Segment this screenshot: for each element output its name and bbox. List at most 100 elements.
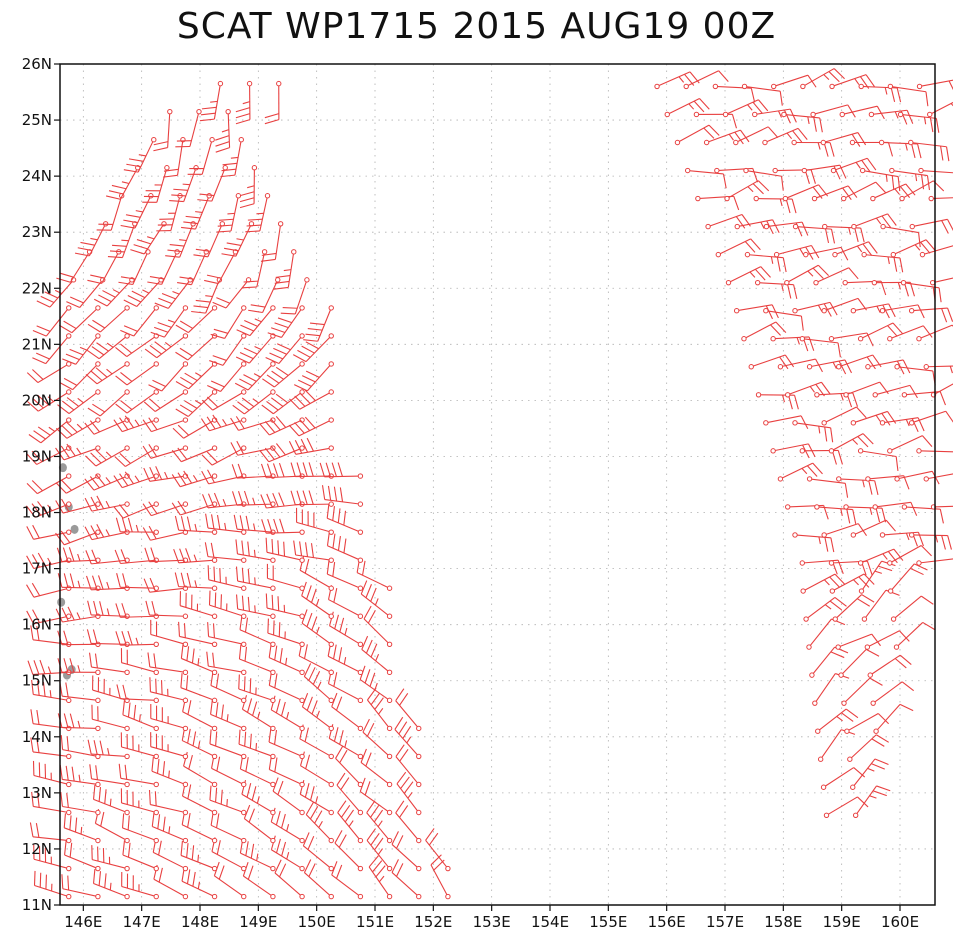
barb-station: [416, 809, 422, 816]
barb-feather: [336, 772, 346, 786]
barb-station: [806, 364, 813, 370]
wind-barb: [899, 180, 945, 202]
barb-half-feather: [678, 76, 685, 83]
barb-feather: [31, 480, 43, 492]
barb-feather: [183, 221, 198, 225]
barb-feather: [301, 345, 315, 354]
barb-half-feather: [286, 711, 290, 720]
barb-station: [879, 532, 886, 538]
barb-feather: [26, 453, 38, 465]
barb-feather: [880, 280, 887, 296]
barb-station: [299, 697, 305, 704]
barb-shaft: [889, 435, 923, 452]
barb-feather: [265, 357, 280, 364]
barb-station: [153, 529, 159, 535]
wind-barb: [60, 791, 101, 816]
wind-barb: [303, 859, 334, 900]
barb-feather: [69, 573, 75, 588]
barb-feather: [179, 404, 193, 413]
barb-station: [847, 756, 853, 762]
barb-feather: [364, 669, 371, 684]
barb-station: [211, 641, 218, 647]
barb-feather: [374, 837, 384, 851]
barb-feather: [925, 91, 929, 107]
barb-feather: [114, 549, 121, 564]
x-tick-label: 148E: [181, 913, 219, 931]
wind-barb: [264, 80, 282, 125]
wind-barb: [57, 389, 101, 414]
barb-half-feather: [164, 471, 169, 479]
barb-shaft: [869, 654, 901, 676]
wind-barb: [150, 305, 189, 338]
barb-shaft: [726, 180, 759, 200]
wind-barb: [89, 764, 130, 788]
barb-feather: [172, 427, 184, 439]
barb-feather: [332, 506, 335, 521]
barb-half-feather: [197, 881, 201, 889]
barb-feather: [66, 421, 78, 433]
barb-feather: [902, 359, 911, 374]
barb-half-feather: [254, 345, 262, 351]
barb-feather: [744, 241, 756, 253]
barb-feather: [148, 444, 158, 457]
barb-station: [328, 669, 334, 676]
barb-feather: [31, 554, 41, 568]
barb-station: [270, 557, 276, 563]
barb-station: [182, 809, 189, 816]
barb-feather: [26, 555, 35, 569]
barb-feather: [261, 404, 274, 415]
wind-barb: [150, 732, 189, 760]
barb-feather: [812, 462, 823, 475]
barb-half-feather: [222, 499, 227, 507]
barb-station: [241, 725, 247, 732]
barb-feather: [162, 816, 166, 832]
wind-barb: [752, 108, 797, 124]
barb-station: [870, 700, 876, 706]
barb-feather: [871, 763, 885, 770]
barb-feather: [337, 508, 341, 523]
barb-feather: [277, 596, 280, 611]
wind-barb: [56, 249, 93, 283]
barb-feather: [60, 479, 72, 491]
wind-barb: [122, 700, 159, 732]
wind-barb: [92, 784, 130, 816]
barb-station: [803, 616, 809, 622]
barb-feather: [906, 110, 914, 124]
wind-barb: [771, 74, 817, 90]
barb-half-feather: [817, 142, 821, 150]
barb-feather: [793, 284, 798, 300]
barb-feather: [142, 445, 152, 459]
barb-station: [66, 781, 72, 788]
barb-feather: [115, 517, 121, 532]
barb-shaft: [211, 167, 226, 202]
barb-feather: [148, 501, 158, 515]
barb-feather: [331, 462, 337, 477]
wind-barb: [268, 643, 305, 676]
barb-station: [916, 336, 922, 342]
barb-station: [66, 893, 72, 900]
wind-barb: [26, 609, 72, 625]
wind-barb: [865, 475, 910, 490]
barb-station: [416, 753, 422, 760]
wind-barb: [57, 573, 101, 591]
wind-barb: [367, 687, 393, 732]
barb-feather: [871, 633, 881, 647]
barb-station: [357, 837, 364, 844]
wind-barb: [303, 663, 334, 704]
wind-barb: [844, 713, 890, 734]
barb-feather: [305, 801, 315, 815]
barb-station: [878, 139, 885, 146]
barb-feather: [201, 399, 214, 411]
barb-station: [857, 560, 864, 566]
barb-feather: [947, 307, 953, 322]
barb-feather: [133, 704, 137, 720]
barb-feather: [304, 389, 316, 402]
barb-feather: [185, 215, 201, 219]
barb-station: [66, 333, 72, 339]
barb-feather: [264, 113, 280, 119]
barb-feather: [149, 577, 157, 592]
barb-station: [894, 476, 900, 482]
barb-feather: [201, 106, 217, 110]
barb-feather: [249, 678, 252, 693]
barb-feather: [144, 348, 158, 359]
